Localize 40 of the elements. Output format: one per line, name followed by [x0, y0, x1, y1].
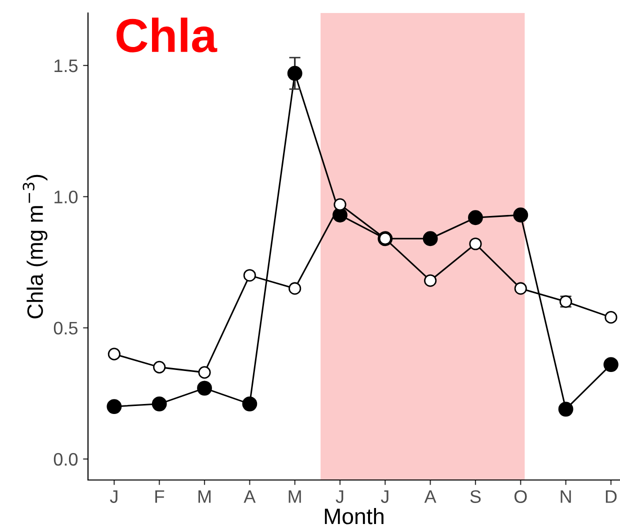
point	[424, 274, 437, 287]
point	[513, 208, 528, 222]
x-tick-label: N	[560, 490, 571, 503]
point	[108, 348, 120, 360]
x-tick-label: D	[606, 490, 617, 503]
x-tick-label: J	[336, 490, 344, 503]
point	[422, 231, 438, 246]
x-tick-label: S	[470, 490, 481, 503]
point	[243, 269, 256, 282]
x-tick-label: M	[288, 490, 301, 503]
chart-title: Chla	[116, 18, 218, 52]
point	[198, 366, 211, 379]
point	[604, 357, 618, 372]
y-tick-label: 0.0	[54, 452, 78, 466]
y-tick-label: 1.5	[54, 60, 78, 72]
point	[242, 396, 258, 412]
x-axis-title: Month	[324, 508, 384, 524]
x-tick-label: A	[244, 490, 256, 503]
point	[106, 399, 122, 414]
point	[468, 210, 483, 226]
x-tick-label: A	[424, 490, 436, 503]
point	[152, 396, 167, 412]
point	[332, 208, 348, 222]
y-tick-label: 1.0	[54, 190, 78, 204]
point	[287, 66, 302, 81]
point	[334, 198, 346, 211]
x-tick-label: M	[198, 490, 211, 503]
point	[469, 238, 482, 250]
point	[197, 380, 212, 396]
point	[153, 360, 166, 374]
point	[558, 402, 574, 417]
x-tick-label: J	[110, 490, 118, 503]
point	[514, 282, 527, 295]
point	[288, 282, 302, 295]
y-tick-label: 0.5	[54, 322, 78, 335]
x-tick-label: F	[155, 490, 164, 503]
y-axis-title: Chla (mg m$^{−3}$)	[22, 174, 48, 318]
x-tick-label: J	[380, 490, 388, 503]
point	[604, 311, 618, 324]
x-tick-label: O	[514, 490, 527, 503]
